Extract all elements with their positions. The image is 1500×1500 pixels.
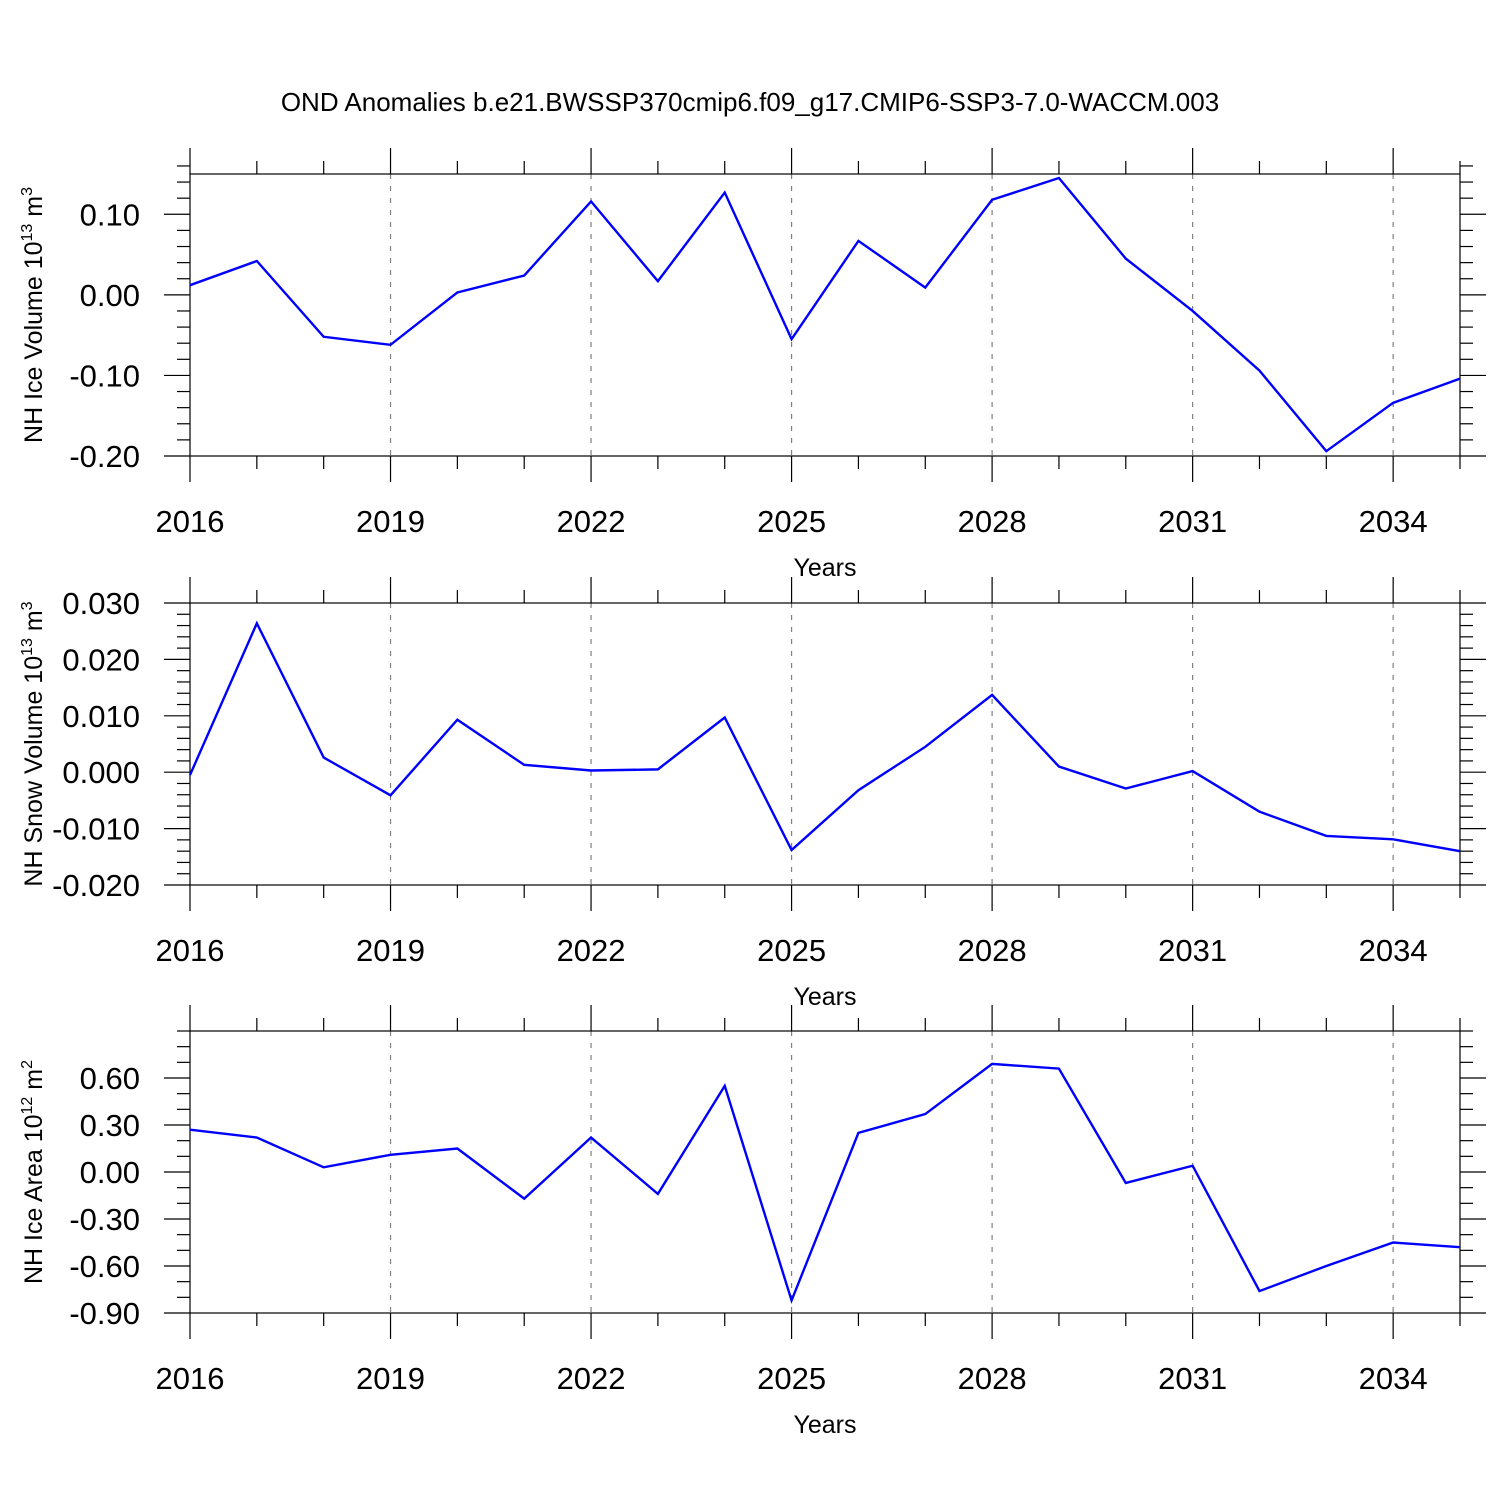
x-tick-label: 2022: [557, 933, 626, 968]
y-tick-label: 0.000: [62, 755, 140, 790]
x-tick-label: 2028: [958, 1361, 1027, 1396]
y-tick-label: -0.60: [69, 1249, 140, 1284]
x-tick-label: 2028: [958, 504, 1027, 539]
plot-frame: [189, 602, 1461, 886]
panel-3: 2016 2019 2022 2025 2028 2031 2034 -0.90 -0.60 -0…: [19, 1005, 1486, 1439]
plot-frame: [189, 173, 1461, 457]
y-tick-label: -0.90: [69, 1296, 140, 1331]
x-axis-label: Years: [793, 983, 856, 1011]
x-tick-label: 2016: [156, 1361, 225, 1396]
x-tick-label: 2034: [1359, 1361, 1428, 1396]
y-tick-label: 0.00: [80, 1155, 140, 1190]
y-tick-label: -0.020: [52, 868, 140, 903]
y-tick-label: 0.020: [62, 642, 140, 677]
panel-2: 2016 2019 2022 2025 2028 2031 2034 -0.020 -0.010…: [19, 577, 1486, 1011]
y-tick-label: -0.010: [52, 812, 140, 847]
x-axis-label: Years: [793, 1411, 856, 1439]
y-tick-label: -0.30: [69, 1202, 140, 1237]
x-tick-label: 2022: [557, 504, 626, 539]
x-tick-label: 2019: [356, 1361, 425, 1396]
x-tick-label: 2034: [1359, 933, 1428, 968]
x-tick-label: 2019: [356, 933, 425, 968]
x-tick-label: 2025: [757, 933, 826, 968]
y-tick-label: 0.60: [80, 1061, 140, 1096]
y-tick-label: 0.010: [62, 699, 140, 734]
x-axis-label: Years: [793, 554, 856, 582]
x-tick-label: 2022: [557, 1361, 626, 1396]
y-tick-label: -0.20: [69, 439, 140, 474]
x-tick-label: 2016: [156, 504, 225, 539]
x-tick-label: 2031: [1158, 933, 1227, 968]
x-tick-label: 2028: [958, 933, 1027, 968]
series-line-2: [188, 620, 1461, 853]
y-axis-label: NH Ice Area 1012 m2: [19, 1060, 48, 1284]
y-tick-label: 0.30: [80, 1108, 140, 1143]
panel-1: 2016 2019 2022 2025 2028 2031 2034 -0.20 -0.10 0.…: [19, 148, 1486, 582]
panels: 2016 2019 2022 2025 2028 2031 2034 -0.20 -0.10 0.…: [19, 148, 1486, 1439]
x-tick-label: 2031: [1158, 1361, 1227, 1396]
y-axis-label: NH Ice Volume 1013 m3: [19, 187, 48, 443]
x-tick-label: 2031: [1158, 504, 1227, 539]
x-tick-label: 2025: [757, 504, 826, 539]
y-axis-label: NH Snow Volume 1013 m3: [19, 601, 48, 886]
y-tick-label: -0.10: [69, 358, 140, 393]
x-tick-label: 2019: [356, 504, 425, 539]
series-line-1: [189, 176, 1461, 453]
figure-title: OND Anomalies b.e21.BWSSP370cmip6.f09_g1…: [281, 87, 1219, 117]
plot-frame: [189, 1030, 1461, 1314]
x-tick-label: 2016: [156, 933, 225, 968]
y-tick-label: 0.030: [62, 586, 140, 621]
series-line-3: [189, 1062, 1461, 1305]
y-tick-label: 0.10: [80, 197, 140, 232]
y-tick-label: 0.00: [80, 278, 140, 313]
x-tick-label: 2034: [1359, 504, 1428, 539]
x-tick-label: 2025: [757, 1361, 826, 1396]
